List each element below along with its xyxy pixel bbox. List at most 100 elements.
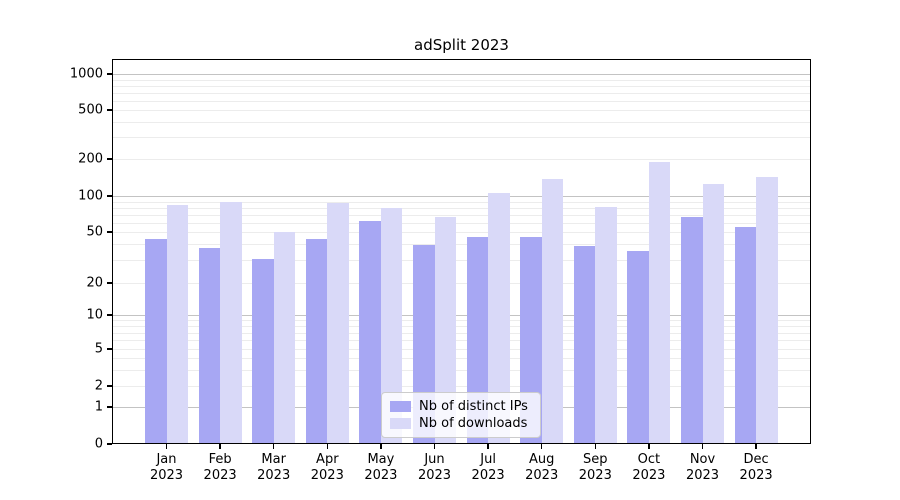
minor-gridline bbox=[112, 369, 811, 371]
y-tick-mark bbox=[107, 195, 112, 197]
bar-ips-may bbox=[359, 220, 381, 443]
y-tick-mark bbox=[107, 109, 112, 111]
legend-label-distinct-ips: Nb of distinct IPs bbox=[419, 399, 528, 414]
y-tick-mark bbox=[107, 406, 112, 408]
legend-swatch-distinct-ips bbox=[390, 401, 411, 412]
y-tick-label: 100 bbox=[78, 188, 103, 204]
bar-ips-nov bbox=[681, 216, 703, 443]
minor-gridline bbox=[112, 201, 811, 203]
bar-downloads-feb bbox=[220, 201, 242, 443]
x-tick-mark bbox=[487, 444, 489, 449]
y-tick-mark bbox=[107, 348, 112, 350]
legend-label-downloads: Nb of downloads bbox=[419, 416, 528, 431]
y-tick-mark bbox=[107, 385, 112, 387]
plot-border bbox=[112, 59, 811, 444]
minor-gridline bbox=[112, 340, 811, 342]
minor-gridline bbox=[112, 85, 811, 87]
bar-ips-mar bbox=[252, 259, 274, 443]
minor-gridline bbox=[112, 100, 811, 102]
minor-gridline bbox=[112, 320, 811, 322]
y-tick-label: 1 bbox=[94, 399, 103, 415]
y-tick-mark bbox=[107, 314, 112, 316]
x-tick-mark bbox=[433, 444, 436, 449]
y-tick-label: 20 bbox=[86, 275, 103, 291]
x-tick-label: Mar 2023 bbox=[257, 452, 291, 483]
bar-ips-jul bbox=[466, 236, 489, 443]
minor-gridline bbox=[112, 358, 811, 359]
x-tick-mark bbox=[594, 444, 596, 449]
bar-downloads-jul bbox=[488, 193, 510, 443]
minor-gridline bbox=[112, 121, 811, 123]
bar-downloads-mar bbox=[273, 232, 296, 443]
bar-ips-feb bbox=[198, 247, 221, 443]
minor-gridline bbox=[112, 349, 811, 350]
minor-gridline bbox=[112, 207, 811, 209]
x-tick-mark bbox=[755, 444, 757, 449]
bar-downloads-nov bbox=[702, 184, 724, 443]
major-gridline bbox=[112, 196, 811, 197]
x-tick-label: Jul 2023 bbox=[471, 452, 505, 483]
y-tick-mark bbox=[107, 282, 112, 284]
x-tick-mark bbox=[219, 444, 221, 449]
x-tick-label: Jun 2023 bbox=[417, 452, 452, 483]
bar-ips-sep bbox=[573, 246, 596, 443]
bar-ips-jan bbox=[145, 239, 167, 443]
minor-gridline bbox=[112, 159, 811, 160]
x-tick-mark bbox=[701, 444, 704, 449]
x-tick-label: Apr 2023 bbox=[310, 452, 344, 483]
minor-gridline bbox=[112, 283, 811, 284]
legend: Nb of distinct IPs Nb of downloads bbox=[381, 392, 541, 438]
y-tick-label: 5 bbox=[94, 341, 103, 357]
x-tick-label: Dec 2023 bbox=[739, 452, 773, 483]
x-tick-label: Aug 2023 bbox=[525, 452, 559, 483]
minor-gridline bbox=[112, 79, 811, 81]
legend-swatch-downloads bbox=[390, 418, 411, 429]
y-tick-mark bbox=[107, 443, 112, 445]
y-tick-label: 0 bbox=[94, 436, 103, 452]
y-tick-mark bbox=[107, 73, 112, 75]
y-tick-label: 200 bbox=[78, 151, 103, 167]
bar-downloads-dec bbox=[756, 177, 778, 443]
x-tick-label: Jan 2023 bbox=[149, 452, 184, 483]
minor-gridline bbox=[112, 222, 811, 224]
bar-downloads-jun bbox=[434, 217, 456, 443]
x-tick-mark bbox=[380, 444, 382, 449]
y-tick-label: 2 bbox=[94, 378, 103, 394]
minor-gridline bbox=[112, 110, 811, 111]
minor-gridline bbox=[112, 244, 811, 246]
minor-gridline bbox=[112, 332, 811, 334]
minor-gridline bbox=[112, 137, 811, 139]
y-tick-label: 50 bbox=[86, 224, 103, 240]
bar-downloads-sep bbox=[595, 207, 617, 443]
bar-ips-aug bbox=[520, 236, 542, 443]
x-tick-mark bbox=[326, 444, 328, 449]
chart-title: adSplit 2023 bbox=[414, 36, 509, 54]
minor-gridline bbox=[112, 214, 811, 216]
major-gridline bbox=[112, 74, 811, 75]
minor-gridline bbox=[112, 232, 811, 233]
legend-entry-distinct-ips: Nb of distinct IPs bbox=[390, 398, 532, 415]
y-tick-label: 10 bbox=[86, 307, 103, 323]
x-tick-label: Oct 2023 bbox=[632, 452, 666, 483]
bar-ips-dec bbox=[734, 227, 757, 443]
x-tick-mark bbox=[273, 444, 275, 449]
minor-gridline bbox=[112, 386, 811, 387]
major-gridline bbox=[112, 315, 811, 316]
bar-downloads-apr bbox=[327, 203, 349, 443]
bar-ips-oct bbox=[627, 250, 649, 443]
minor-gridline bbox=[112, 260, 811, 262]
x-tick-label: May 2023 bbox=[364, 452, 398, 483]
x-tick-label: Feb 2023 bbox=[203, 452, 237, 483]
x-tick-label: Sep 2023 bbox=[578, 452, 612, 483]
bar-ips-apr bbox=[305, 239, 328, 443]
y-tick-mark bbox=[107, 231, 112, 233]
x-tick-mark bbox=[648, 444, 650, 449]
bar-downloads-jan bbox=[166, 205, 188, 443]
y-tick-label: 500 bbox=[78, 102, 103, 118]
x-tick-mark bbox=[165, 444, 168, 449]
x-tick-mark bbox=[541, 444, 543, 449]
bar-downloads-aug bbox=[541, 179, 564, 443]
y-tick-label: 1000 bbox=[69, 66, 103, 82]
y-tick-mark bbox=[107, 158, 112, 160]
